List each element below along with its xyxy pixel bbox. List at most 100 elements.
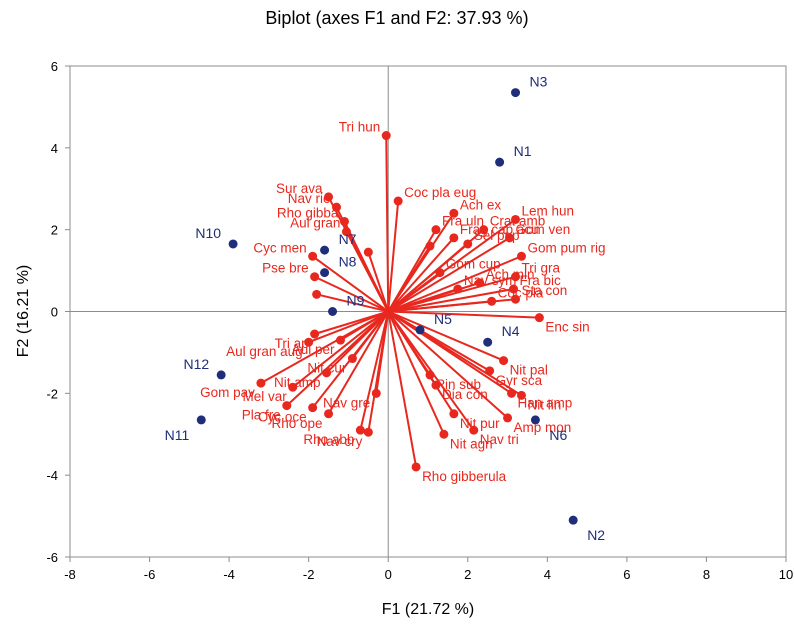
variable-point [534,313,544,323]
variable-label: Amp mon [514,420,572,435]
observation-point [196,415,206,425]
variable-label: Nav tri [480,432,519,447]
variable-label: Nit lin [527,397,561,412]
variable-point [312,289,322,299]
variable-point [324,409,334,419]
variable-vector [286,310,389,407]
variable-label: Rho abb [303,432,354,447]
variable-point [256,378,266,388]
x-tick-label: 8 [703,567,710,582]
variable-point [449,409,459,419]
variable-label: Gom pum rig [527,240,605,255]
variable-label: Aul per [292,342,335,357]
variable-vector [387,310,475,431]
variable-vector [387,311,445,435]
observation-label: N11 [165,427,190,443]
variable-label: Coc pla [498,285,544,300]
variable-label: Lem hun [522,203,575,218]
observation-label: N2 [587,527,605,543]
variable-point [339,216,349,226]
variable-point [431,225,441,235]
variable-label: Sel pup [474,228,520,243]
variable-label: Nav cry [317,434,363,449]
variable-vector [385,135,390,312]
variable-vector [359,311,390,431]
variable-label: Ach ex [460,197,502,212]
variable-point [411,462,421,472]
variable-point [511,272,521,282]
observation-point [216,370,226,380]
variable-vector [388,288,514,313]
variable-label: Nit pal [510,363,548,378]
observation-label: N10 [195,225,221,241]
variable-label: Gyr sca [496,373,543,388]
y-tick-label: -2 [46,386,58,401]
y-tick-label: -4 [46,468,58,483]
variable-vector [387,310,455,415]
variable-vector [387,310,509,419]
variable-point [308,403,318,413]
x-tick-label: -2 [303,567,315,582]
variable-vector [387,310,504,362]
variable-label: Coc pla eug [404,185,476,200]
variable-point [475,278,485,288]
variable-label: Cyc men [253,240,306,255]
variable-label: Gom cup [446,257,501,272]
y-tick-label: 2 [51,223,58,238]
variable-point [516,251,526,261]
variable-point [479,225,489,235]
variable-vector [387,236,511,313]
x-tick-label: -6 [144,567,156,582]
variable-point [453,284,463,294]
observation-label: N8 [339,254,357,270]
variable-point [487,296,497,306]
variable-vector [387,200,400,312]
observation-label: N5 [434,311,452,327]
variable-point [341,227,351,237]
variable-point [509,284,519,294]
chart-title: Biplot (axes F1 and F2: 37.93 %) [265,8,528,28]
variable-point [371,388,381,398]
x-tick-label: -4 [223,567,235,582]
observation-label: N6 [549,427,567,443]
observation-points [196,88,578,525]
variable-label: Crat amb [490,214,546,229]
observation-point [511,88,521,98]
variable-vector [388,310,540,319]
variable-vector [292,310,389,388]
y-tick-label: -6 [46,550,58,565]
variable-label: Fra bic [520,273,562,288]
variable-point [503,413,513,423]
x-tick-label: 4 [544,567,551,582]
variable-label: Rho gibberula [422,469,507,484]
variable-vector [260,310,389,384]
observation-point [320,268,330,278]
variable-label: Tri ap [275,336,309,351]
variable-vector [387,243,469,313]
variable-label: Mel var [242,389,287,404]
observation-point [228,239,238,249]
variable-label: Nav gre [323,395,370,410]
y-tick-label: 6 [51,59,58,74]
observation-label: N4 [502,323,520,339]
variable-vector [375,311,390,394]
variable-point [469,425,479,435]
variable-label: Ach min [486,267,535,282]
variable-point [511,294,521,304]
variable-point [435,268,445,278]
variable-point [304,337,314,347]
observation-point [483,337,493,347]
observation-point [495,157,505,167]
variable-vector [308,310,389,344]
variable-label: Sur ava [276,181,323,196]
variable-label: Han amp [518,395,573,410]
variable-label: Fra uln [442,214,484,229]
variable-label: Nit amp [274,375,321,390]
variable-vector [312,255,389,313]
variable-point [449,233,459,243]
axes-layer: -8 -6 -4 -2 0 2 4 6 8 10 -6 -4 -2 0 2 4 6 [46,59,793,582]
observation-point [530,415,540,425]
observation-point [415,325,425,335]
variable-vectors [256,131,544,472]
